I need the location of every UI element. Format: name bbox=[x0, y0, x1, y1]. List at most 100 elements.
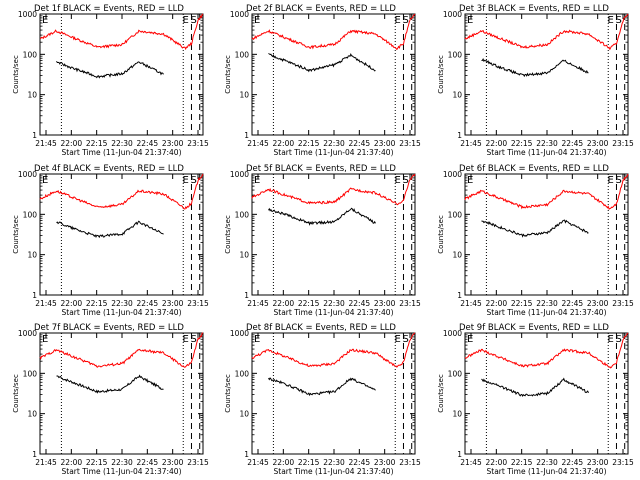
x-axis-label: Start Time (11-Jun-04 21:37:40) bbox=[487, 148, 607, 157]
chart-title: Det 9f BLACK = Events, RED = LLD bbox=[459, 323, 609, 333]
marker-label: S bbox=[190, 175, 196, 186]
y-tick-label: 100 bbox=[23, 50, 38, 59]
y-tick-label: 1000 bbox=[443, 170, 462, 179]
y-tick-label: 10 bbox=[239, 91, 249, 100]
y-tick-label: 10 bbox=[27, 410, 37, 419]
marker-label: E bbox=[467, 334, 473, 345]
y-tick-label: 1 bbox=[457, 291, 462, 300]
chart-panel-2: Det 2f BLACK = Events, RED = LLD 1 10 100 10… bbox=[224, 4, 421, 157]
chart-title: Det 7f BLACK = Events, RED = LLD bbox=[34, 323, 184, 333]
y-axis-label: Counts/sec bbox=[12, 55, 20, 94]
x-tick-label: 22:15 bbox=[511, 458, 533, 467]
y-tick-label: 100 bbox=[448, 369, 463, 378]
marker-label: E bbox=[467, 175, 473, 186]
x-tick-label: 23:00 bbox=[587, 299, 609, 308]
chart-title: Det 4f BLACK = Events, RED = LLD bbox=[34, 164, 184, 174]
chart-title: Det 1f BLACK = Events, RED = LLD bbox=[34, 4, 184, 14]
marker-label: E bbox=[42, 175, 48, 186]
chart-panel-9: Det 9f BLACK = Events, RED = LLD 1 10 100 10… bbox=[437, 323, 634, 476]
axes-frame bbox=[251, 332, 416, 455]
y-tick-label: 100 bbox=[23, 210, 38, 219]
x-tick-label: 22:45 bbox=[349, 458, 371, 467]
marker-label: E bbox=[42, 15, 48, 26]
marker-label: S bbox=[402, 334, 408, 345]
chart-panel-7: Det 7f BLACK = Events, RED = LLD 1 10 100 10… bbox=[12, 323, 209, 476]
series-line-events bbox=[56, 60, 164, 79]
x-tick-label: 23:00 bbox=[587, 139, 609, 148]
y-tick-label: 1000 bbox=[443, 10, 462, 19]
x-tick-label: 23:15 bbox=[612, 139, 634, 148]
x-tick-label: 22:00 bbox=[61, 299, 83, 308]
y-tick-label: 1000 bbox=[230, 329, 249, 338]
x-tick-label: 23:00 bbox=[162, 458, 184, 467]
marker-label: E bbox=[608, 175, 614, 186]
marker-label: E bbox=[183, 334, 189, 345]
marker-label: E bbox=[183, 15, 189, 26]
chart-panel-1: Det 1f BLACK = Events, RED = LLD 1 10 100 10… bbox=[12, 4, 209, 157]
y-tick-label: 1000 bbox=[230, 170, 249, 179]
y-tick-label: 10 bbox=[452, 91, 462, 100]
y-tick-label: 1 bbox=[244, 131, 249, 140]
series-line-lld bbox=[39, 173, 204, 210]
x-tick-label: 22:45 bbox=[137, 458, 159, 467]
marker-label: E bbox=[183, 175, 189, 186]
chart-title: Det 3f BLACK = Events, RED = LLD bbox=[459, 4, 609, 14]
marker-label: S bbox=[402, 15, 408, 26]
x-tick-label: 23:15 bbox=[399, 458, 421, 467]
series-line-events bbox=[56, 220, 164, 239]
series-line-lld bbox=[251, 13, 416, 51]
series-line-events bbox=[481, 57, 589, 78]
x-tick-label: 21:45 bbox=[247, 139, 269, 148]
x-tick-label: 22:30 bbox=[111, 299, 133, 308]
chart-title: Det 6f BLACK = Events, RED = LLD bbox=[459, 164, 609, 174]
y-tick-label: 10 bbox=[452, 410, 462, 419]
y-tick-label: 10 bbox=[239, 410, 249, 419]
chart-panel-4: Det 4f BLACK = Events, RED = LLD 1 10 100 10… bbox=[12, 164, 209, 317]
y-tick-label: 1000 bbox=[18, 329, 37, 338]
series-line-events bbox=[481, 377, 589, 398]
series-line-lld bbox=[464, 13, 629, 51]
series-line-events bbox=[56, 374, 164, 394]
x-axis-label: Start Time (11-Jun-04 21:37:40) bbox=[274, 308, 394, 317]
marker-label: E bbox=[395, 334, 401, 345]
y-tick-label: 100 bbox=[235, 50, 250, 59]
y-tick-label: 10 bbox=[452, 251, 462, 260]
x-tick-label: 22:00 bbox=[486, 299, 508, 308]
x-tick-label: 23:15 bbox=[187, 299, 209, 308]
x-axis-label: Start Time (11-Jun-04 21:37:40) bbox=[62, 308, 182, 317]
marker-label: S bbox=[615, 334, 621, 345]
x-tick-label: 23:00 bbox=[374, 139, 396, 148]
x-tick-label: 23:15 bbox=[187, 139, 209, 148]
marker-label: E bbox=[608, 334, 614, 345]
y-tick-label: 100 bbox=[23, 369, 38, 378]
y-tick-label: 100 bbox=[448, 210, 463, 219]
x-tick-label: 23:15 bbox=[399, 139, 421, 148]
y-tick-label: 1000 bbox=[18, 170, 37, 179]
x-tick-label: 23:15 bbox=[399, 299, 421, 308]
chart-title: Det 8f BLACK = Events, RED = LLD bbox=[246, 323, 396, 333]
x-tick-label: 22:15 bbox=[298, 299, 320, 308]
series-line-events bbox=[268, 52, 376, 73]
series-line-lld bbox=[251, 173, 416, 206]
x-tick-label: 21:45 bbox=[35, 299, 57, 308]
series-line-lld bbox=[464, 332, 629, 369]
series-line-lld bbox=[40, 13, 204, 51]
x-tick-label: 22:45 bbox=[349, 139, 371, 148]
marker-label: S bbox=[402, 175, 408, 186]
y-axis-label: Counts/sec bbox=[224, 374, 232, 413]
y-tick-label: 100 bbox=[235, 210, 250, 219]
y-tick-label: 1000 bbox=[443, 329, 462, 338]
x-tick-label: 22:00 bbox=[486, 458, 508, 467]
y-tick-label: 1 bbox=[457, 131, 462, 140]
axes-frame bbox=[464, 13, 629, 136]
marker-label: S bbox=[190, 15, 196, 26]
y-axis-label: Counts/sec bbox=[12, 374, 20, 413]
x-tick-label: 22:15 bbox=[86, 458, 108, 467]
chart-title: Det 2f BLACK = Events, RED = LLD bbox=[246, 4, 396, 14]
chart-panel-8: Det 8f BLACK = Events, RED = LLD 1 10 100 10… bbox=[224, 323, 421, 476]
marker-label: E bbox=[395, 175, 401, 186]
y-axis-label: Counts/sec bbox=[437, 215, 445, 254]
y-axis-label: Counts/sec bbox=[224, 215, 232, 254]
x-tick-label: 22:15 bbox=[298, 139, 320, 148]
